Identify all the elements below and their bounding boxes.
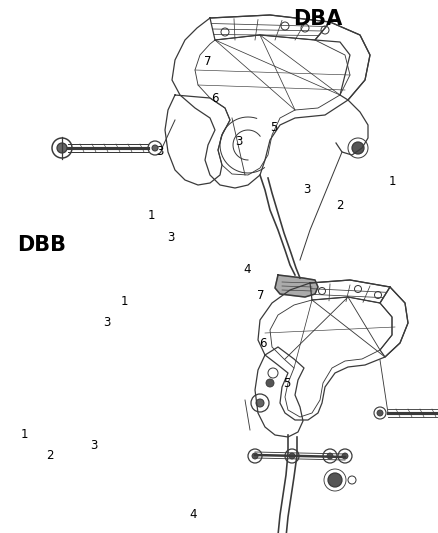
Text: 6: 6 xyxy=(259,337,267,350)
Text: 3: 3 xyxy=(104,316,111,329)
Text: DBB: DBB xyxy=(18,235,67,255)
Text: 5: 5 xyxy=(283,377,290,390)
Text: 1: 1 xyxy=(20,428,28,441)
Text: 5: 5 xyxy=(270,122,277,134)
Text: 3: 3 xyxy=(303,183,310,196)
Text: 1: 1 xyxy=(388,175,396,188)
Circle shape xyxy=(342,453,348,459)
Text: 2: 2 xyxy=(336,199,343,212)
Text: 3: 3 xyxy=(235,135,242,148)
Text: 4: 4 xyxy=(244,263,251,276)
Text: DBA: DBA xyxy=(293,9,343,29)
Circle shape xyxy=(328,473,342,487)
Text: 7: 7 xyxy=(204,55,212,68)
Text: 4: 4 xyxy=(189,508,197,521)
Text: 2: 2 xyxy=(46,449,54,462)
Circle shape xyxy=(377,410,383,416)
Text: 3: 3 xyxy=(167,231,174,244)
Text: 1: 1 xyxy=(121,295,129,308)
Circle shape xyxy=(352,142,364,154)
Text: 6: 6 xyxy=(211,92,219,105)
Circle shape xyxy=(289,453,295,459)
Circle shape xyxy=(152,145,158,151)
Text: 3: 3 xyxy=(91,439,98,451)
Circle shape xyxy=(252,453,258,459)
Text: 3: 3 xyxy=(156,146,163,158)
Text: 7: 7 xyxy=(257,289,265,302)
Polygon shape xyxy=(275,275,318,297)
Circle shape xyxy=(266,379,274,387)
Circle shape xyxy=(57,143,67,153)
Text: 1: 1 xyxy=(147,209,155,222)
Circle shape xyxy=(327,453,333,459)
Circle shape xyxy=(256,399,264,407)
